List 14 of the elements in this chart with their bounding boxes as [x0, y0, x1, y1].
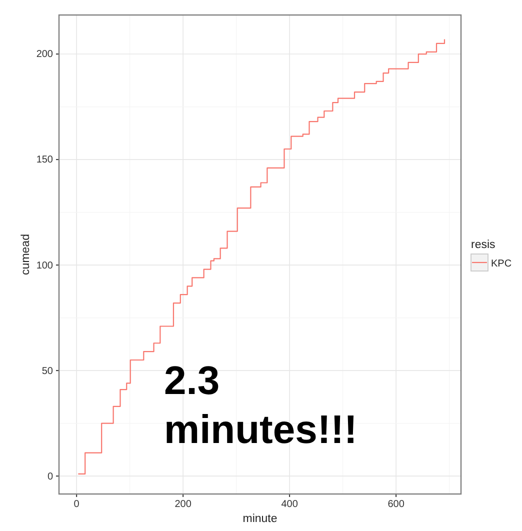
annotation: 2.3 minutes!!!: [164, 359, 358, 452]
legend-title: resis: [471, 239, 496, 251]
y-tick-label: 50: [42, 366, 54, 377]
x-tick-label: 600: [388, 499, 405, 510]
x-tick-label: 400: [281, 499, 298, 510]
y-tick-label: 100: [36, 260, 54, 272]
y-axis-title: cumead: [20, 234, 32, 275]
x-tick-label: 0: [74, 499, 80, 510]
x-tick-label: 200: [174, 499, 192, 510]
legend-label: KPC: [491, 258, 512, 270]
y-tick-label: 200: [36, 49, 54, 60]
y-tick-label: 0: [47, 471, 54, 482]
y-tick-label: 150: [36, 154, 54, 166]
x-axis-title: minute: [242, 513, 278, 525]
